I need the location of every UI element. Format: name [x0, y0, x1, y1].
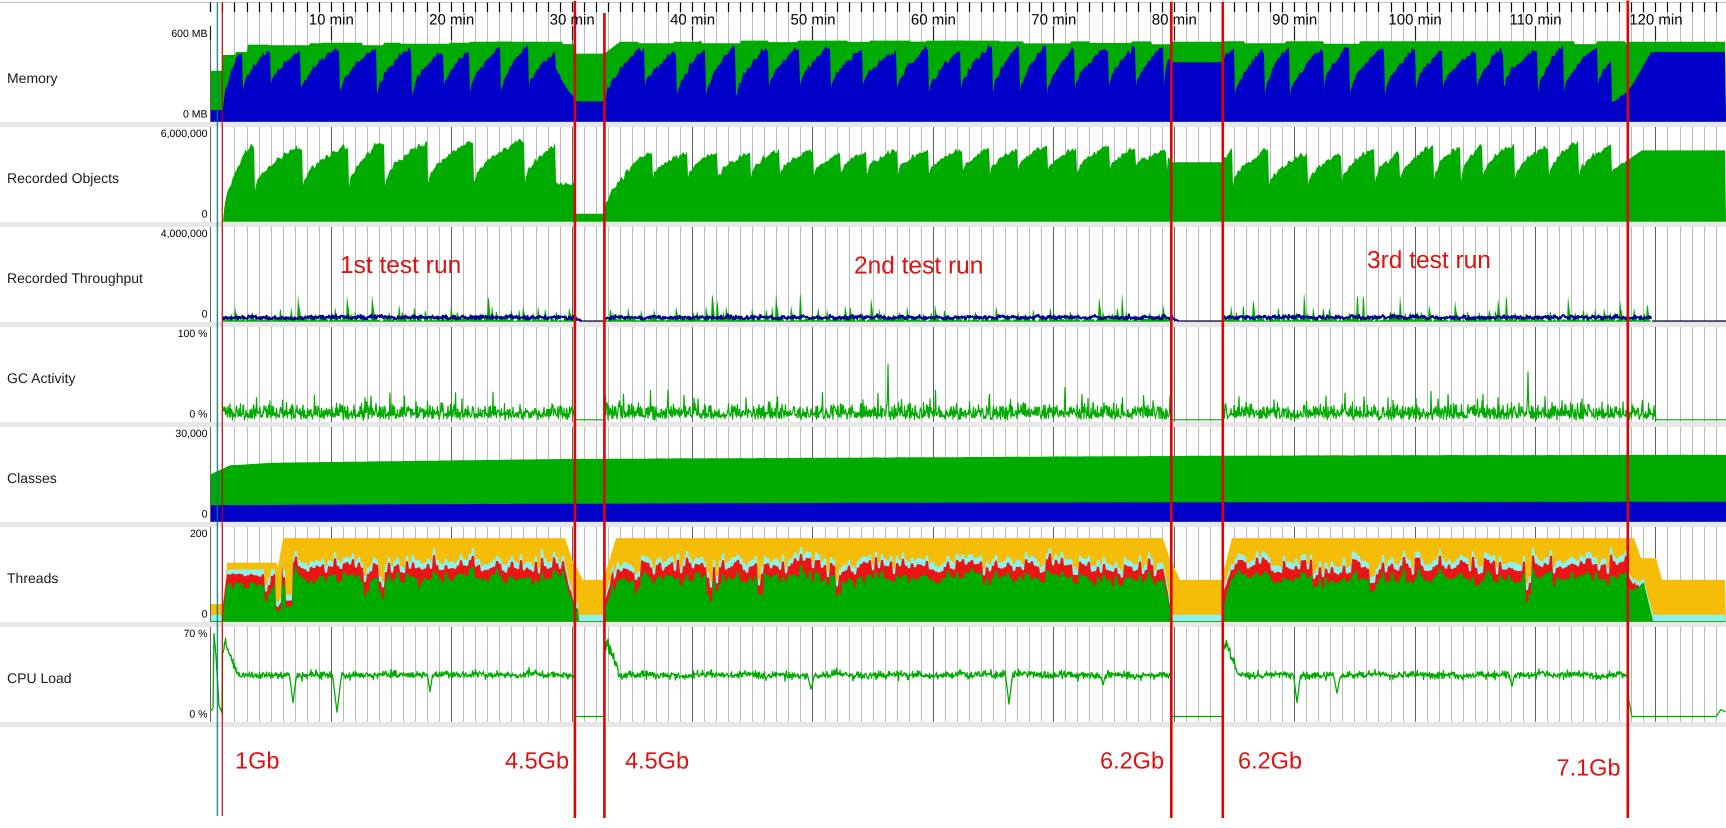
- svg-text:7.1Gb: 7.1Gb: [1557, 755, 1621, 781]
- svg-text:10 min: 10 min: [309, 12, 354, 29]
- svg-text:0 %: 0 %: [189, 709, 207, 721]
- svg-text:0: 0: [202, 309, 208, 321]
- svg-text:600 MB: 600 MB: [171, 28, 207, 40]
- svg-text:30 min: 30 min: [550, 12, 595, 29]
- svg-text:6,000,000: 6,000,000: [161, 128, 208, 140]
- svg-text:Recorded Objects: Recorded Objects: [7, 170, 119, 186]
- svg-text:70 min: 70 min: [1031, 12, 1076, 29]
- svg-text:0: 0: [202, 609, 208, 621]
- svg-text:Threads: Threads: [7, 570, 58, 586]
- svg-text:30,000: 30,000: [175, 428, 207, 440]
- svg-text:110 min: 110 min: [1509, 12, 1561, 29]
- svg-text:2nd test run: 2nd test run: [854, 253, 983, 280]
- svg-text:6.2Gb: 6.2Gb: [1100, 747, 1164, 773]
- svg-text:40 min: 40 min: [670, 12, 715, 29]
- svg-text:0 MB: 0 MB: [183, 109, 208, 121]
- svg-text:100 min: 100 min: [1388, 12, 1441, 29]
- svg-text:200: 200: [190, 528, 208, 540]
- svg-text:60 min: 60 min: [911, 12, 956, 29]
- svg-text:Classes: Classes: [7, 470, 57, 486]
- svg-text:90 min: 90 min: [1272, 12, 1317, 29]
- svg-text:3rd test run: 3rd test run: [1367, 247, 1491, 274]
- svg-text:70 %: 70 %: [184, 628, 208, 640]
- svg-text:1st test run: 1st test run: [340, 252, 461, 279]
- svg-text:0: 0: [202, 209, 208, 221]
- svg-text:CPU Load: CPU Load: [7, 670, 72, 686]
- svg-text:Recorded Throughput: Recorded Throughput: [7, 270, 143, 286]
- svg-text:GC Activity: GC Activity: [7, 370, 75, 386]
- svg-text:100 %: 100 %: [178, 328, 208, 340]
- svg-text:4,000,000: 4,000,000: [161, 228, 208, 240]
- svg-text:120 min: 120 min: [1629, 12, 1682, 29]
- svg-text:6.2Gb: 6.2Gb: [1238, 747, 1302, 773]
- svg-text:4.5Gb: 4.5Gb: [625, 747, 689, 773]
- svg-text:20 min: 20 min: [429, 12, 474, 29]
- svg-text:0 %: 0 %: [189, 409, 207, 421]
- svg-text:1Gb: 1Gb: [235, 747, 279, 773]
- svg-text:4.5Gb: 4.5Gb: [505, 747, 569, 773]
- svg-text:0: 0: [202, 509, 208, 521]
- svg-text:50 min: 50 min: [790, 12, 835, 29]
- svg-text:Memory: Memory: [7, 70, 58, 86]
- svg-text:80 min: 80 min: [1152, 12, 1197, 29]
